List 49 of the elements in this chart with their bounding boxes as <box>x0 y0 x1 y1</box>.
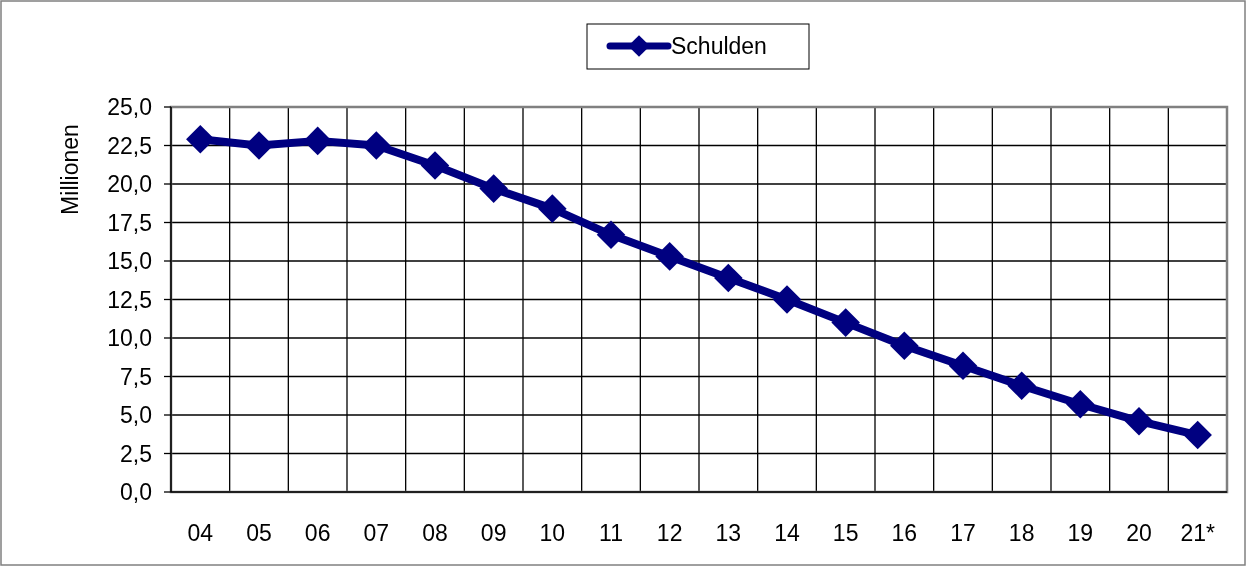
point <box>420 151 450 180</box>
point <box>714 263 743 293</box>
point <box>362 131 391 160</box>
point <box>479 174 508 203</box>
x-tick-label: 13 <box>715 520 742 547</box>
x-tick-label: 14 <box>774 520 800 547</box>
x-tick-label: 06 <box>304 520 331 547</box>
y-tick-label: 2,5 <box>120 440 152 467</box>
point <box>538 194 567 223</box>
x-tick-label: 15 <box>832 520 859 547</box>
x-tick-label: 08 <box>422 520 448 547</box>
y-tick-label: 22,5 <box>107 132 152 159</box>
y-tick-label: 17,5 <box>107 209 152 236</box>
y-tick-label: 10,0 <box>107 325 152 352</box>
x-tick-label: 04 <box>187 520 214 547</box>
x-tick-label: 05 <box>246 520 272 547</box>
point <box>1007 371 1036 401</box>
x-tick-label: 09 <box>480 520 507 547</box>
x-tick-label: 10 <box>539 520 566 547</box>
point <box>596 220 626 250</box>
y-tick-label: 20,0 <box>107 171 152 198</box>
point <box>244 131 274 160</box>
point <box>186 125 215 154</box>
x-tick-label: 20 <box>1126 520 1152 547</box>
x-tick-label: 16 <box>891 520 918 547</box>
point <box>890 331 919 360</box>
point <box>655 242 684 271</box>
y-tick-label: 7,5 <box>120 363 152 390</box>
y-tick-label: 0,0 <box>120 479 152 506</box>
y-tick-label: 15,0 <box>107 248 152 275</box>
point <box>1183 420 1212 450</box>
point <box>831 308 860 337</box>
legend-label: Schulden <box>671 33 767 60</box>
point <box>772 285 802 314</box>
y-tick-label: 25,0 <box>107 94 152 121</box>
x-tick-label: 17 <box>950 520 976 547</box>
x-tick-label: 11 <box>599 520 623 547</box>
x-tick-label: 12 <box>656 520 683 547</box>
x-tick-label: 07 <box>363 520 390 547</box>
point <box>1066 389 1095 419</box>
x-tick-label: 21* <box>1180 520 1215 547</box>
point <box>303 126 332 156</box>
y-axis-title: Millionen <box>57 124 84 215</box>
y-tick-label: 5,0 <box>120 402 152 429</box>
point <box>948 351 978 380</box>
x-tick-label: 18 <box>1008 520 1035 547</box>
y-tick-label: 12,5 <box>107 286 152 313</box>
point <box>1124 406 1154 436</box>
x-tick-label: 19 <box>1067 520 1094 547</box>
